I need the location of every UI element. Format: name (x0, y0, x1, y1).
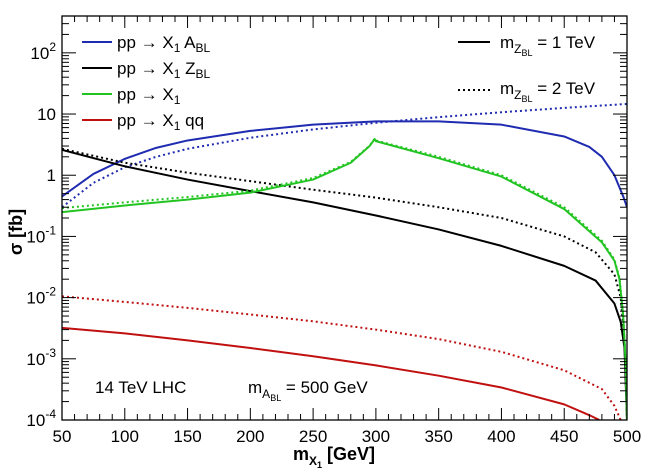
legend-entry-mzbl-2tev: mZBL = 2 TeV (458, 79, 596, 104)
svg-text:pp → X1 ABL: pp → X1 ABL (117, 33, 211, 55)
series-line-7 (62, 295, 622, 420)
legend-right: mZBL = 1 TeV mZBL = 2 TeV (458, 33, 596, 104)
series-line-2 (62, 148, 627, 420)
svg-text:pp → X1: pp → X1 (117, 85, 181, 107)
tick-labels: 50 100 150 200 250 300 350 400 450 500 10-4 10-3 10-… (26, 40, 641, 446)
x-tick-label: 400 (487, 427, 515, 446)
series-line-6 (62, 326, 600, 420)
y-tick-label: 102 (30, 40, 56, 63)
x-tick-label: 50 (53, 427, 72, 446)
y-tick-label: 10-1 (26, 223, 56, 246)
x-tick-label: 300 (362, 427, 390, 446)
plot-frame (61, 15, 628, 421)
svg-text:pp → X1 ZBL: pp → X1 ZBL (117, 59, 211, 81)
series-line-1 (62, 102, 627, 209)
x-tick-label: 250 (299, 427, 327, 446)
x-tick-label: 150 (173, 427, 201, 446)
legend-entry-x1-qq: pp → X1 qq (82, 111, 204, 133)
series-line-0 (62, 120, 627, 208)
mass-annotation: mABL = 500 GeV (248, 378, 368, 403)
svg-text:mZBL = 2 TeV: mZBL = 2 TeV (500, 79, 596, 104)
y-tick-label: 10-2 (26, 285, 56, 308)
legend-entry-mzbl-1tev: mZBL = 1 TeV (458, 33, 596, 58)
y-tick-label: 10-3 (26, 346, 56, 369)
x-tick-label: 350 (424, 427, 452, 446)
x-tick-label: 100 (111, 427, 139, 446)
legend-entry-x1-abl: pp → X1 ABL (82, 33, 211, 55)
legend-left: pp → X1 ABL pp → X1 ZBL pp → X1 pp → X1 … (82, 33, 211, 133)
y-tick-label: 10 (37, 105, 56, 124)
svg-text:pp → X1 qq: pp → X1 qq (117, 111, 204, 133)
x-axis-title: mX1 [GeV] (293, 444, 375, 470)
x-tick-label: 450 (550, 427, 578, 446)
y-axis-title: σ [fb] (6, 209, 26, 255)
legend-entry-x1: pp → X1 (82, 85, 181, 107)
svg-text:mZBL = 1 TeV: mZBL = 1 TeV (500, 33, 596, 58)
ticks-layer (61, 15, 628, 421)
series-layer (62, 102, 627, 420)
x-tick-label: 500 (613, 427, 641, 446)
x-tick-label: 200 (236, 427, 264, 446)
legend-entry-x1-zbl: pp → X1 ZBL (82, 59, 211, 81)
y-tick-label: 1 (47, 166, 56, 185)
y-tick-label: 10-4 (26, 407, 56, 430)
collider-annotation: 14 TeV LHC (95, 378, 186, 397)
